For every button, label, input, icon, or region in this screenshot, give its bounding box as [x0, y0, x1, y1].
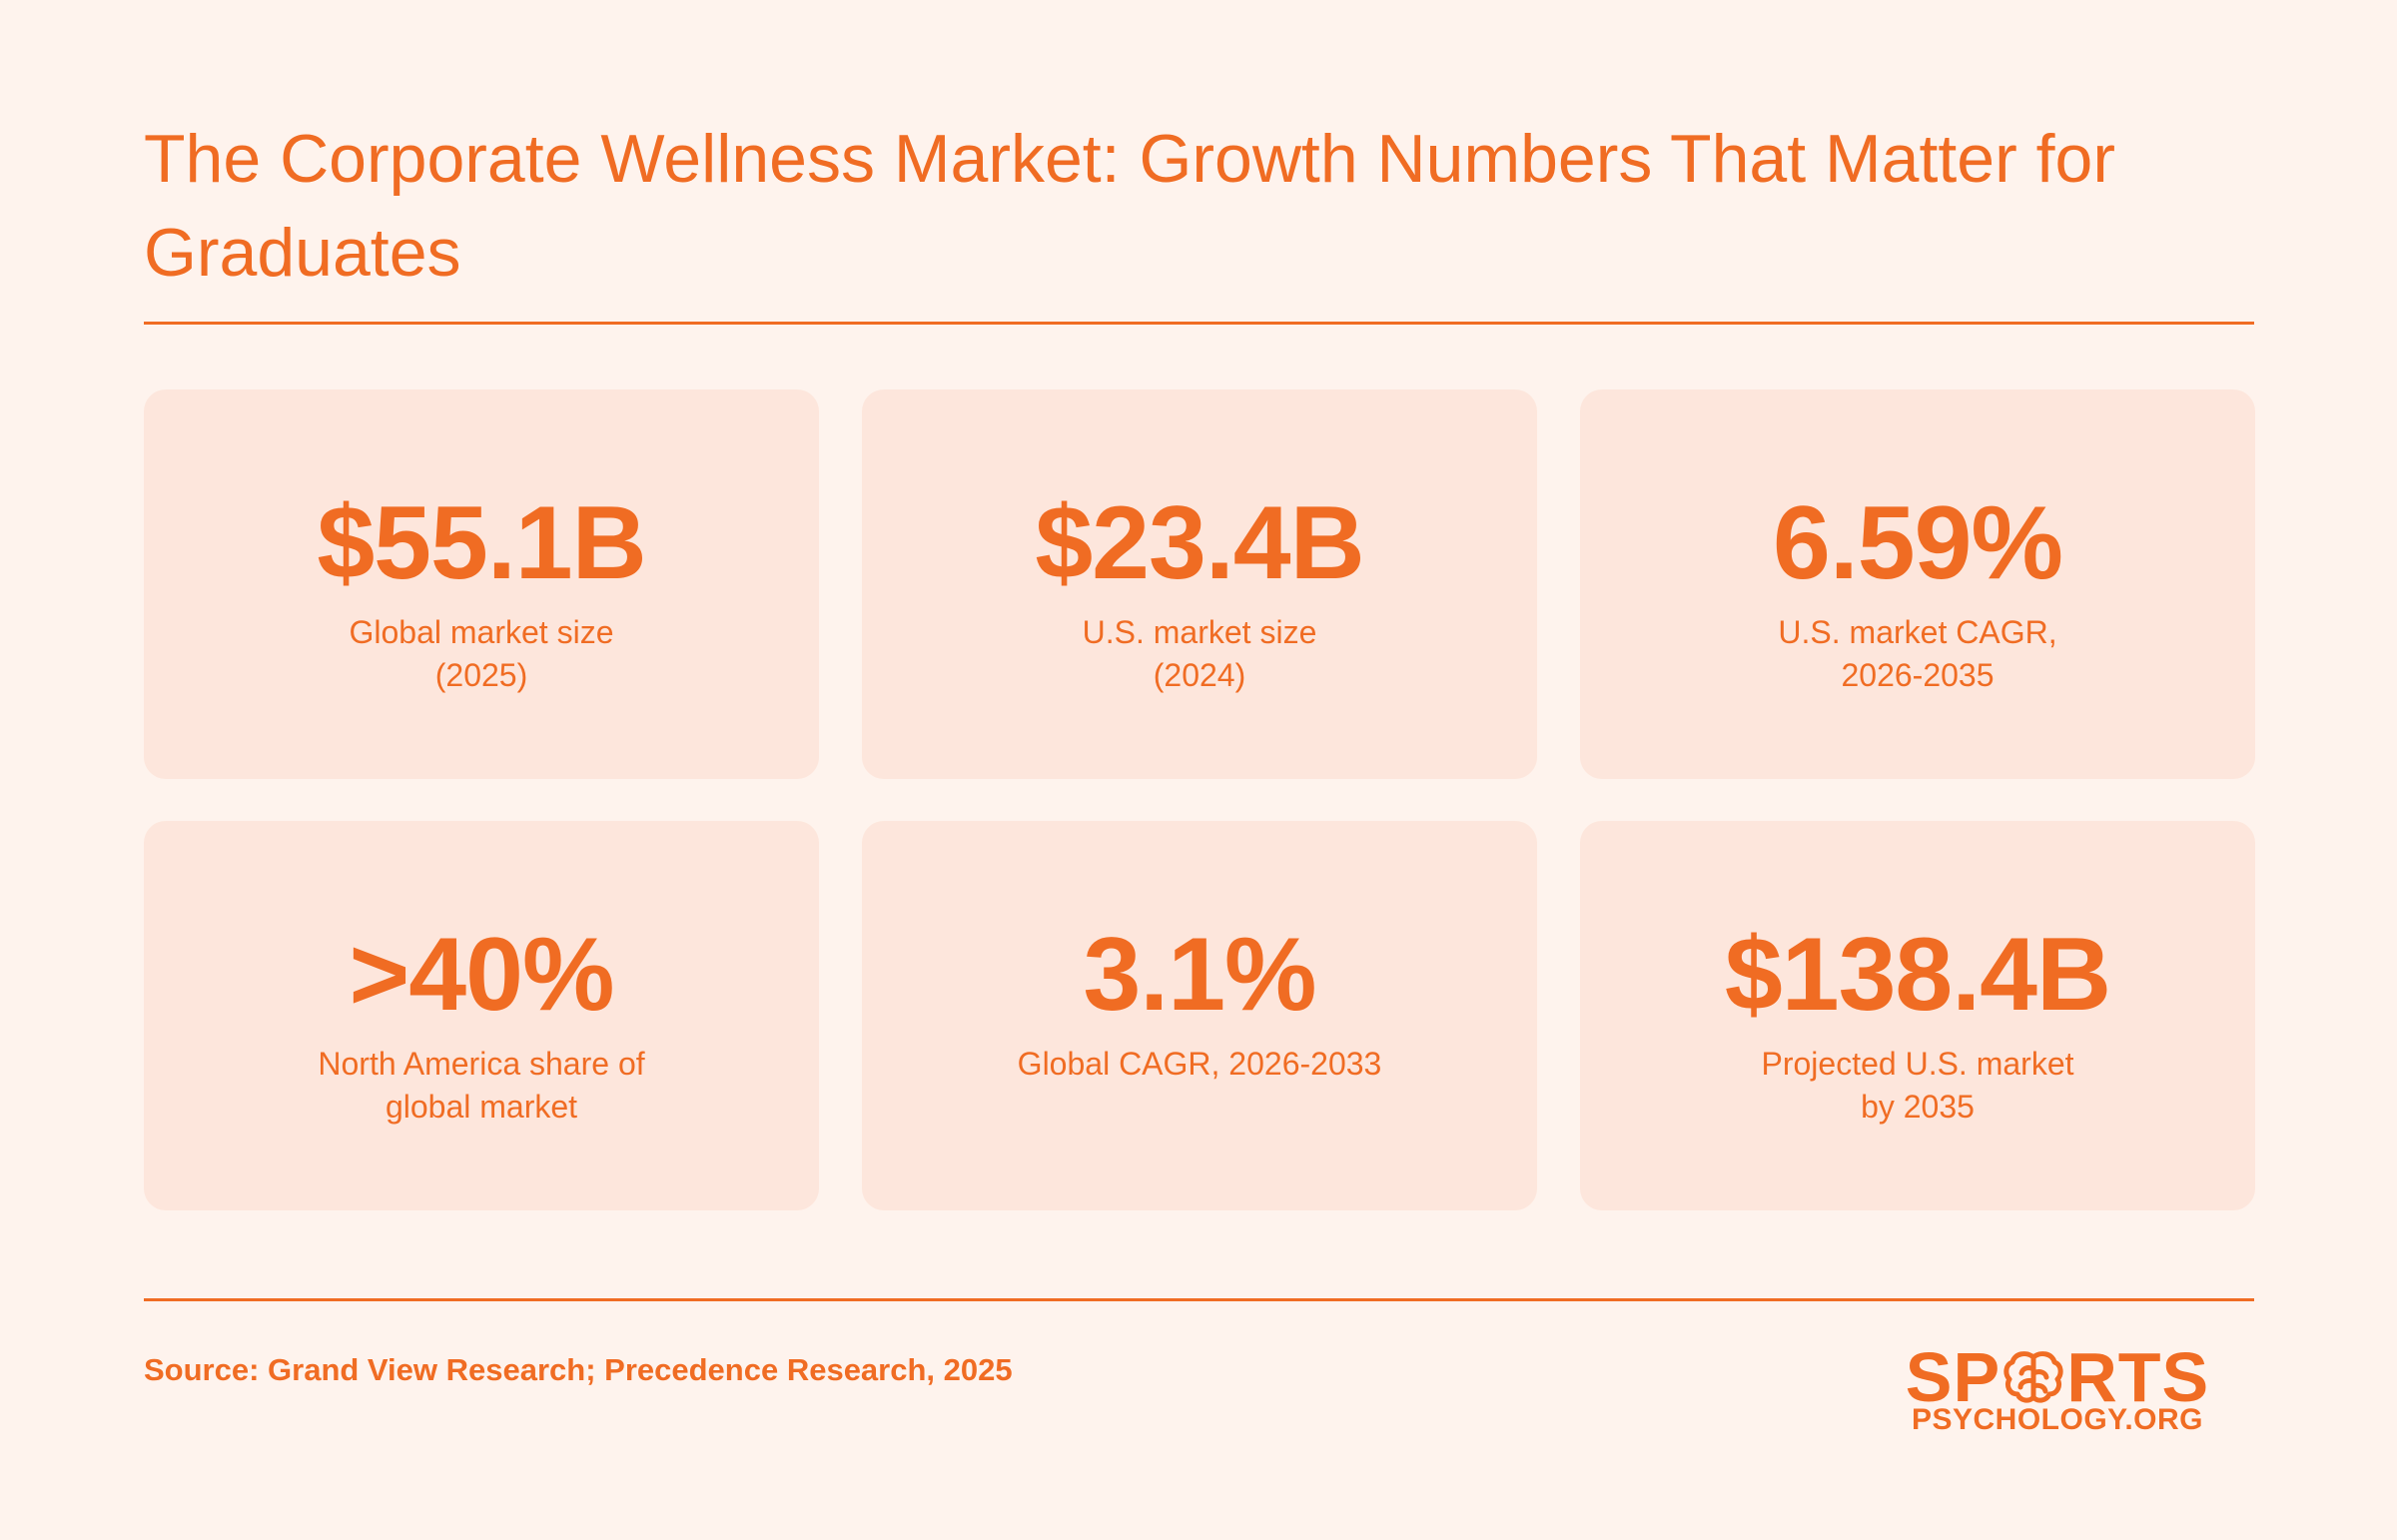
stat-card-north-america-share: >40% North America share of global marke… — [144, 821, 819, 1210]
stat-value: $138.4B — [1724, 917, 2111, 1033]
stat-card-us-market-size: $23.4B U.S. market size (2024) — [862, 389, 1537, 779]
logo-text-left: SP — [1905, 1338, 2001, 1416]
page-title: The Corporate Wellness Market: Growth Nu… — [144, 121, 2115, 291]
stat-value: >40% — [349, 917, 615, 1033]
stat-label: U.S. market size (2024) — [1082, 614, 1317, 693]
stat-label: Global CAGR, 2026-2033 — [1017, 1046, 1382, 1082]
logo-subtext: PSYCHOLOGY.ORG — [1911, 1403, 2204, 1436]
stat-card-global-cagr: 3.1% Global CAGR, 2026-2033 — [862, 821, 1537, 1210]
sportspsychology-logo: SP RTS PSYCHOLOGY.ORG — [1882, 1342, 2233, 1436]
stats-grid: $55.1B Global market size (2025) $23.4B … — [144, 389, 2255, 1210]
stat-value: 3.1% — [1083, 917, 1316, 1033]
stat-card-global-market-size: $55.1B Global market size (2025) — [144, 389, 819, 779]
bottom-divider — [144, 1298, 2254, 1301]
stat-label: North America share of global market — [318, 1046, 645, 1125]
stat-label: Projected U.S. market by 2035 — [1761, 1046, 2074, 1125]
logo-wordmark: SP RTS — [1882, 1342, 2233, 1412]
stat-value: $55.1B — [317, 485, 646, 601]
stat-value: 6.59% — [1773, 485, 2063, 601]
stat-card-us-cagr: 6.59% U.S. market CAGR, 2026-2035 — [1580, 389, 2255, 779]
source-note: Source: Grand View Research; Precedence … — [144, 1352, 1013, 1387]
logo-text-right: RTS — [2066, 1338, 2210, 1416]
brain-icon — [2002, 1348, 2064, 1406]
stat-value: $23.4B — [1035, 485, 1364, 601]
stat-label: Global market size (2025) — [349, 614, 614, 693]
stat-card-projected-us-market: $138.4B Projected U.S. market by 2035 — [1580, 821, 2255, 1210]
stat-label: U.S. market CAGR, 2026-2035 — [1778, 614, 2057, 693]
top-divider — [144, 322, 2254, 325]
